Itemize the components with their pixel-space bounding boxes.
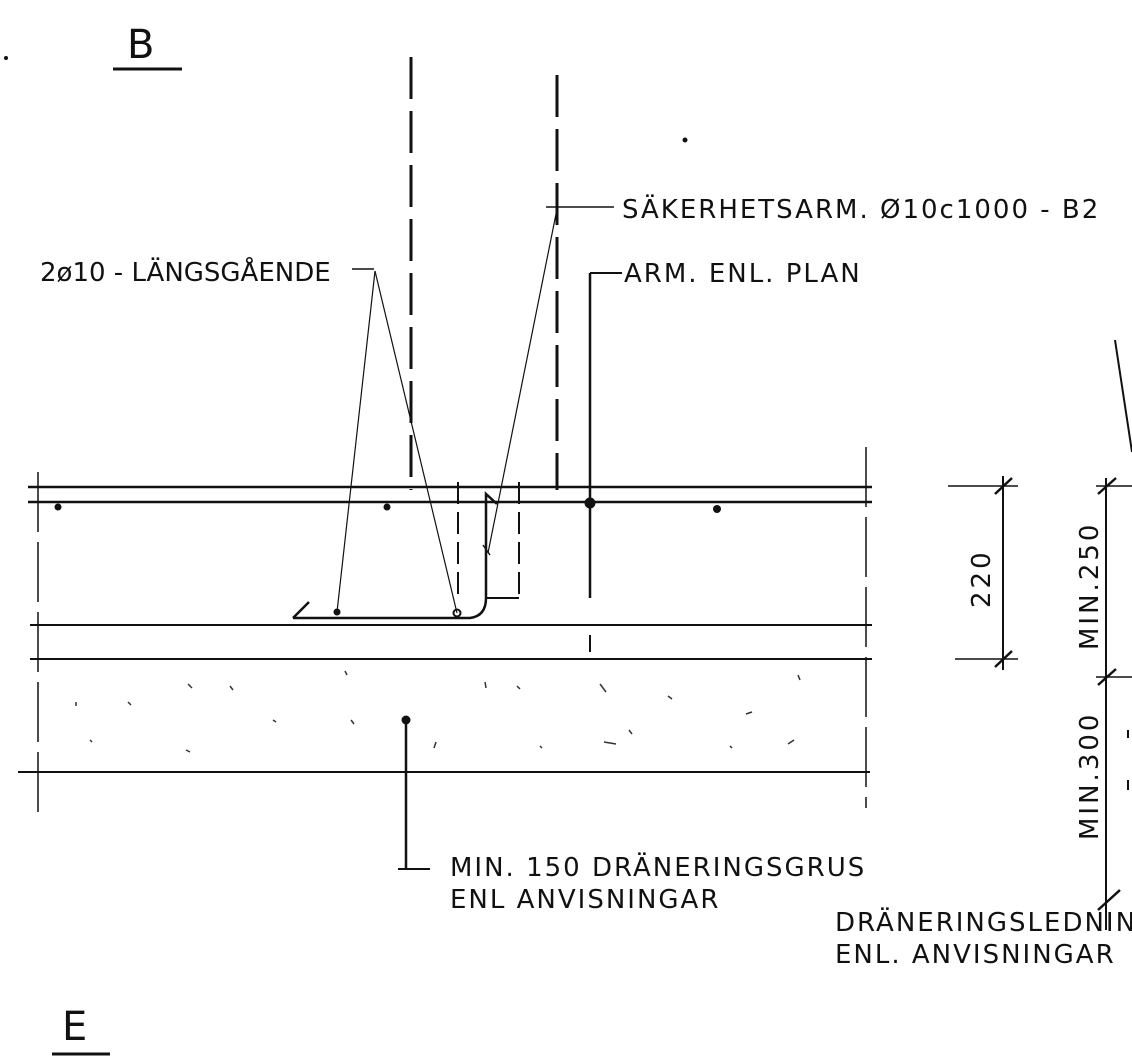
safety-rebar-label: SÄKERHETSARM. Ø10c1000 - B2 <box>622 193 1100 225</box>
section-marker-e: E <box>62 1004 87 1050</box>
safety-leader-diag <box>487 208 558 554</box>
dim-min-tick <box>1097 668 1117 686</box>
bottom-rebar-hook <box>292 491 498 620</box>
dim-220-tick <box>994 477 1013 495</box>
dim-min-300-label: MIN.300 <box>1075 712 1105 840</box>
rebar-dot <box>383 503 391 511</box>
section-marker-b: B <box>127 22 154 68</box>
dim-min-250-label: MIN.250 <box>1075 522 1105 650</box>
longitudinal-leader-a <box>336 270 376 613</box>
gravel-label-line1: MIN. 150 DRÄNERINGSGRUS <box>450 851 866 883</box>
rebar-dot <box>452 608 462 618</box>
dim-220-tick <box>994 650 1013 668</box>
dim-220-label: 220 <box>967 549 997 608</box>
dim-min-tick <box>1097 477 1117 495</box>
stray-mark <box>682 137 688 143</box>
stirrup-mark <box>482 544 491 556</box>
gravel-texture <box>75 670 801 753</box>
arm-plan-label: ARM. ENL. PLAN <box>624 259 862 289</box>
rebar-dot <box>713 505 721 513</box>
drain-label-line1: DRÄNERINGSLEDNIN <box>835 906 1132 938</box>
partial-slope-line <box>1114 339 1132 453</box>
gravel-label-line2: ENL ANVISNINGAR <box>450 885 720 915</box>
rebar-dot <box>54 503 62 511</box>
drain-label-line2: ENL. ANVISNINGAR <box>835 940 1116 970</box>
longitudinal-leader-b <box>374 270 458 614</box>
longitudinal-bars-label: 2ø10 - LÄNGSGÅENDE <box>40 256 331 288</box>
dim-min-tick <box>1097 889 1121 911</box>
stray-mark <box>4 56 8 60</box>
